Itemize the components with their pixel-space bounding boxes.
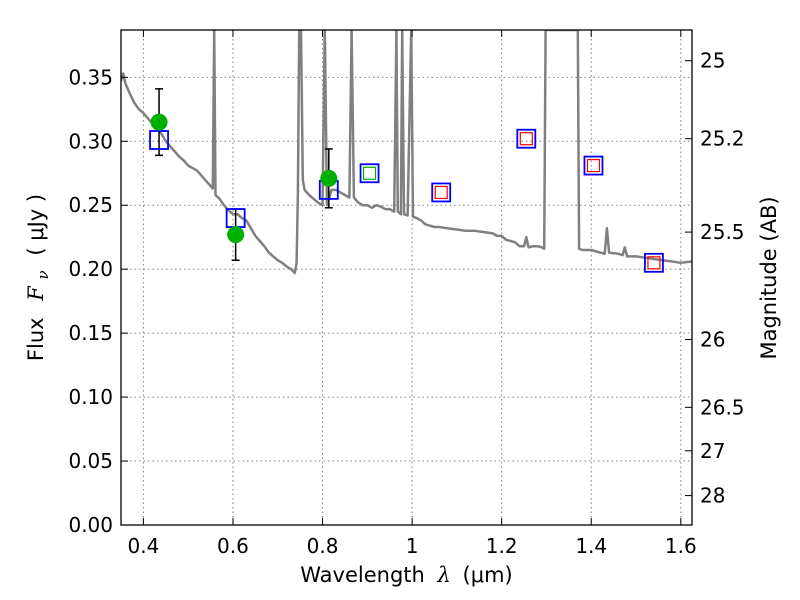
y-tick-label: 0.25: [68, 193, 113, 217]
sed-model-line: [121, 30, 692, 275]
axis-ticks: 0.4 0.6 0.8 1 1.2 1.4 1.6 0.00 0.05 0.10 0.15 0.20 0…: [68, 30, 745, 558]
model-photometry-layer: [149, 128, 664, 273]
model-flux-inner-square: [586, 158, 601, 173]
model-flux-square: [516, 128, 537, 149]
y-tick-label: 0.15: [68, 321, 113, 345]
y-tick-label: 0.00: [68, 513, 113, 537]
magnitude-tick-label: 26.5: [700, 395, 745, 419]
x-tick-label: 1: [406, 534, 419, 558]
y-tick-label: 0.10: [68, 385, 113, 409]
magnitude-tick-label: 26: [700, 328, 725, 352]
y-tick-label: 0.35: [68, 65, 113, 89]
observed-photometry-layer: [150, 113, 338, 244]
y-tick-label: 0.30: [68, 129, 113, 153]
y-axis-label-subscript: ν: [34, 270, 52, 279]
x-tick-label: 1.6: [665, 534, 697, 558]
magnitude-tick-label: 25.2: [700, 127, 745, 151]
y-axis-label-symbol: F: [24, 285, 48, 302]
magnitude-tick-label: 25.5: [700, 220, 745, 244]
x-tick-label: 1.4: [575, 534, 607, 558]
y-tick-label: 0.05: [68, 449, 113, 473]
observed-flux-point: [320, 169, 338, 187]
x-tick-label: 0.8: [307, 534, 339, 558]
y-axis-label-prefix: Flux: [24, 317, 48, 361]
model-flux-inner-square: [519, 132, 533, 146]
plot-frame: [120, 29, 693, 526]
magnitude-tick-label: 25: [700, 49, 725, 73]
y-axis-label-unit: ( μJy ): [24, 194, 48, 256]
x-axis-label-prefix: Wavelength: [300, 563, 425, 587]
model-flux-square: [644, 252, 664, 273]
observed-flux-point: [227, 226, 245, 244]
model-flux-square: [583, 155, 604, 176]
model-flux-inner-square: [434, 185, 448, 200]
x-axis-label-symbol: λ: [437, 563, 451, 587]
x-axis-label: Wavelength λ (μm): [300, 563, 512, 587]
model-flux-square: [359, 163, 380, 184]
magnitude-tick-label: 27: [700, 439, 725, 463]
y-tick-label: 0.20: [68, 257, 113, 281]
x-tick-label: 1.2: [486, 534, 518, 558]
model-flux-square: [431, 182, 452, 203]
sed-model-layer: [121, 30, 692, 275]
grid-lines: [121, 30, 692, 526]
magnitude-tick-label: 28: [700, 484, 725, 508]
x-tick-label: 0.6: [217, 534, 249, 558]
model-flux-inner-square: [647, 256, 661, 270]
y-axis-label: Flux F ν ( μJy ): [24, 194, 53, 361]
model-flux-inner-square: [362, 166, 377, 180]
x-axis-label-unit: (μm): [463, 563, 513, 587]
model-flux-square: [149, 130, 169, 150]
observed-flux-point: [150, 113, 168, 131]
magnitude-axis-label: Magnitude (AB): [757, 196, 781, 359]
x-tick-label: 0.4: [127, 534, 159, 558]
